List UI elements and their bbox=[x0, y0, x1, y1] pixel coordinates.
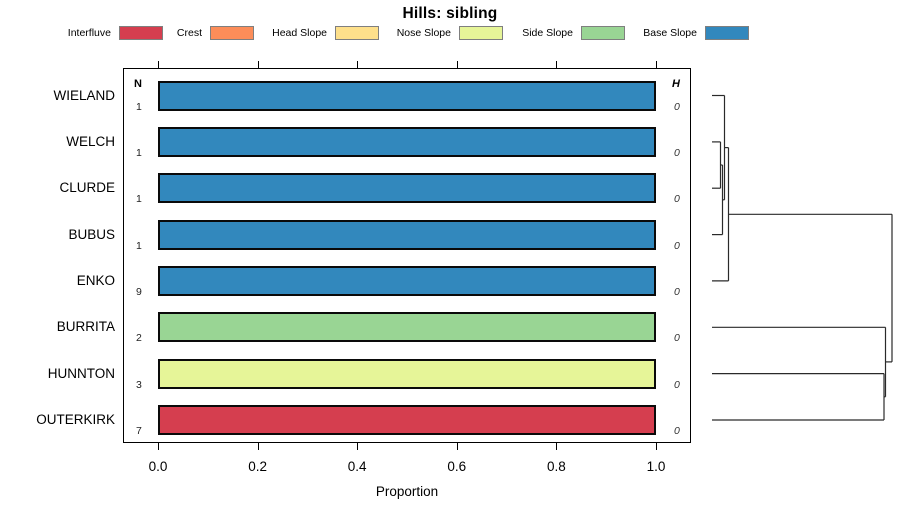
axis-tick bbox=[456, 61, 458, 68]
row-label-welch: WELCH bbox=[66, 133, 115, 149]
legend-swatch bbox=[119, 26, 163, 40]
n-value-bubus: 1 bbox=[136, 239, 142, 252]
bar-clurde bbox=[158, 173, 656, 204]
legend-label: Nose Slope bbox=[396, 27, 451, 39]
h-value-clurde: 0 bbox=[674, 193, 680, 206]
bar-bubus bbox=[158, 219, 656, 250]
n-value-clurde: 1 bbox=[136, 193, 142, 206]
axis-tick-label-0.4: 0.4 bbox=[347, 459, 367, 474]
bar-welch bbox=[158, 126, 656, 157]
legend-swatch bbox=[335, 26, 379, 40]
axis-tick-label-0.8: 0.8 bbox=[547, 459, 566, 474]
axis-tick-label-0.0: 0.0 bbox=[148, 459, 168, 474]
bar-wieland bbox=[158, 80, 656, 111]
x-axis-title: Proportion bbox=[375, 484, 439, 499]
n-value-hunnton: 3 bbox=[136, 378, 142, 391]
row-label-bubus: BUBUS bbox=[68, 226, 115, 242]
axis-tick bbox=[357, 443, 359, 450]
h-value-welch: 0 bbox=[674, 146, 680, 159]
chart-title: Hills: sibling bbox=[402, 5, 498, 22]
row-label-outerkirk: OUTERKIRK bbox=[36, 411, 115, 427]
legend-item-head-slope: Head Slope bbox=[272, 25, 379, 41]
h-value-bubus: 0 bbox=[674, 239, 680, 252]
legend-label: Interfluve bbox=[67, 27, 111, 39]
legend-item-interfluve: Interfluve bbox=[68, 25, 163, 41]
axis-tick bbox=[158, 443, 159, 450]
axis-tick-label-0.6: 0.6 bbox=[447, 459, 467, 474]
axis-tick bbox=[656, 61, 657, 68]
axis-tick bbox=[257, 443, 259, 450]
legend-item-base-slope: Base Slope bbox=[643, 25, 749, 41]
bar-hunnton bbox=[158, 358, 656, 389]
axis-tick bbox=[456, 443, 458, 450]
legend-swatch bbox=[581, 26, 625, 40]
row-label-hunnton: HUNNTON bbox=[47, 365, 115, 381]
bar-enko bbox=[158, 265, 656, 296]
legend-label: Crest bbox=[176, 27, 202, 39]
legend-item-side-slope: Side Slope bbox=[522, 25, 625, 41]
h-value-enko: 0 bbox=[674, 285, 680, 298]
h-value-hunnton: 0 bbox=[674, 378, 680, 391]
legend-swatch bbox=[210, 26, 254, 40]
axis-tick-label-0.2: 0.2 bbox=[248, 459, 267, 474]
n-value-wieland: 1 bbox=[136, 100, 142, 113]
axis-tick bbox=[357, 61, 359, 68]
n-value-enko: 9 bbox=[136, 285, 142, 298]
h-value-burrita: 0 bbox=[674, 332, 680, 345]
h-value-outerkirk: 0 bbox=[674, 424, 680, 437]
axis-tick bbox=[656, 443, 657, 450]
axis-tick bbox=[257, 61, 259, 68]
axis-tick-label-1.0: 1.0 bbox=[646, 459, 666, 474]
plot-area bbox=[123, 68, 691, 443]
bar-burrita bbox=[158, 312, 656, 343]
n-value-welch: 1 bbox=[136, 146, 142, 159]
bar-outerkirk bbox=[158, 404, 656, 435]
axis-tick bbox=[556, 443, 558, 450]
row-label-clurde: CLURDE bbox=[59, 180, 115, 196]
legend-label: Side Slope bbox=[522, 27, 573, 39]
n-value-outerkirk: 7 bbox=[136, 424, 142, 437]
legend-swatch bbox=[459, 26, 503, 40]
legend-label: Base Slope bbox=[643, 27, 697, 39]
h-value-wieland: 0 bbox=[674, 100, 680, 113]
legend-item-crest: Crest bbox=[177, 25, 254, 41]
h-column-header: H bbox=[672, 78, 680, 90]
n-column-header: N bbox=[134, 78, 142, 90]
row-label-burrita: BURRITA bbox=[56, 319, 115, 335]
row-label-wieland: WIELAND bbox=[53, 87, 115, 103]
n-value-burrita: 2 bbox=[136, 332, 142, 345]
axis-tick bbox=[556, 61, 558, 68]
legend-item-nose-slope: Nose Slope bbox=[397, 25, 503, 41]
legend-swatch bbox=[705, 26, 749, 40]
axis-tick bbox=[158, 61, 159, 68]
row-label-enko: ENKO bbox=[76, 272, 115, 288]
legend-label: Head Slope bbox=[272, 27, 327, 39]
